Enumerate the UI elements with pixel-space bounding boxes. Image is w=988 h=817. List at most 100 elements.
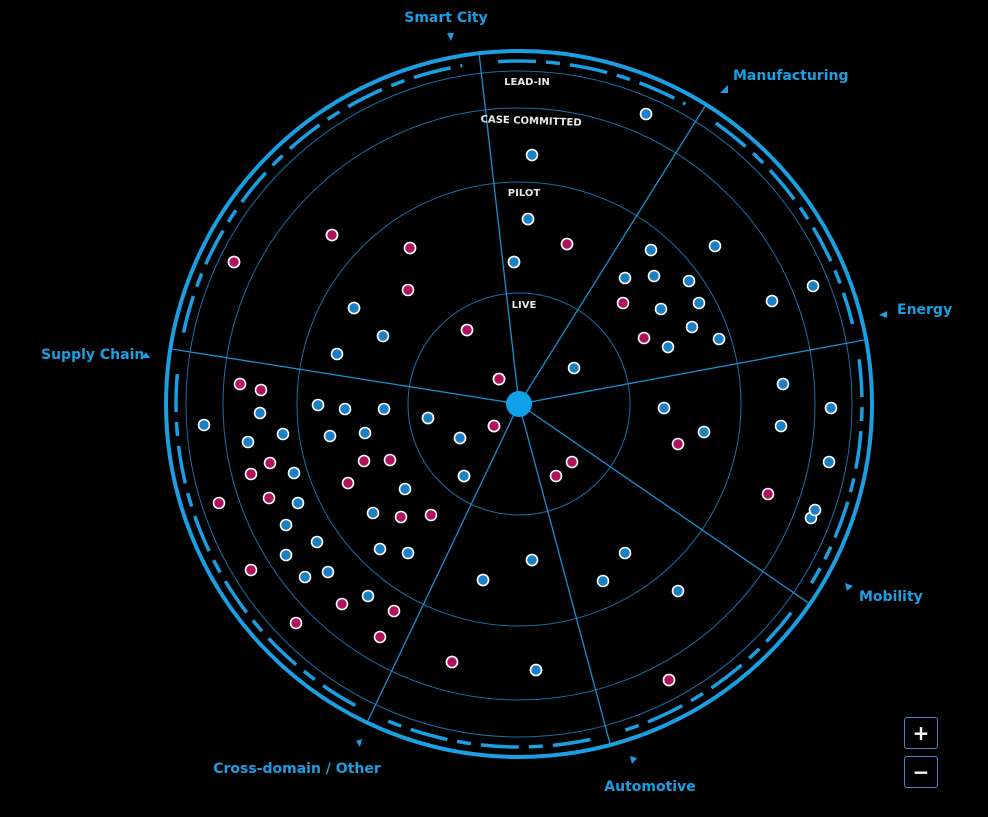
radar-point bbox=[212, 496, 226, 510]
radar-point bbox=[262, 491, 276, 505]
ring-label-lead-in: LEAD-IN bbox=[504, 77, 550, 88]
radar-point bbox=[487, 419, 501, 433]
radar-point bbox=[279, 548, 293, 562]
radar-point bbox=[460, 323, 474, 337]
radar-point bbox=[529, 663, 543, 677]
sector-dashed-arc bbox=[497, 59, 687, 106]
triangle-marker-icon bbox=[720, 85, 728, 93]
zoom-in-button[interactable]: + bbox=[904, 717, 938, 749]
radar-point bbox=[366, 506, 380, 520]
sector-dashed-arc bbox=[387, 719, 591, 749]
radar-point bbox=[765, 294, 779, 308]
radar-point bbox=[341, 476, 355, 490]
radar-point bbox=[424, 508, 438, 522]
radar-point bbox=[276, 427, 290, 441]
ring-label-layer: LIVE PILOT CASE COMMITTED LEAD-IN bbox=[480, 77, 581, 311]
radar-point bbox=[692, 296, 706, 310]
radar-point bbox=[774, 419, 788, 433]
outer-border-ring bbox=[164, 49, 874, 759]
sector-label-layer: Smart City Manufacturing Energy Mobility… bbox=[41, 10, 952, 795]
radar-point bbox=[394, 510, 408, 524]
radar-point bbox=[565, 455, 579, 469]
ring-label-pilot: PILOT bbox=[508, 188, 541, 199]
radar-point bbox=[357, 454, 371, 468]
radar-point bbox=[671, 437, 685, 451]
radar-center-icon bbox=[506, 391, 532, 417]
radar-point bbox=[806, 279, 820, 293]
triangle-marker-icon bbox=[356, 739, 362, 747]
radar-point bbox=[330, 347, 344, 361]
radar-point bbox=[373, 630, 387, 644]
radar-point bbox=[776, 377, 790, 391]
ring-layer bbox=[185, 70, 853, 738]
radar-point bbox=[507, 255, 521, 269]
sector-label-supply-chain[interactable]: Supply Chain bbox=[41, 347, 144, 363]
radar-point bbox=[376, 329, 390, 343]
sector-label-automotive[interactable]: Automotive bbox=[604, 779, 695, 795]
ring-label-live: LIVE bbox=[512, 300, 537, 311]
radar-point bbox=[244, 563, 258, 577]
sector-divider-line bbox=[518, 403, 611, 744]
radar-point bbox=[476, 573, 490, 587]
sector-dashed-arc bbox=[809, 359, 864, 585]
sector-label-cross-domain[interactable]: Cross-domain / Other bbox=[213, 761, 381, 777]
radar-point bbox=[685, 320, 699, 334]
triangle-marker-icon bbox=[845, 583, 853, 591]
radar-point bbox=[712, 332, 726, 346]
radar-point bbox=[457, 469, 471, 483]
radar-point bbox=[373, 542, 387, 556]
radar-point bbox=[445, 655, 459, 669]
radar-point bbox=[616, 296, 630, 310]
radar-point bbox=[639, 107, 653, 121]
ring-circle bbox=[407, 292, 631, 516]
sector-label-smart-city[interactable]: Smart City bbox=[404, 10, 487, 26]
radar-point bbox=[401, 283, 415, 297]
radar-point bbox=[325, 228, 339, 242]
radar-point bbox=[492, 372, 506, 386]
radar-point bbox=[244, 467, 258, 481]
radar-point bbox=[358, 426, 372, 440]
radar-point bbox=[321, 565, 335, 579]
radar-point bbox=[398, 482, 412, 496]
sector-label-manufacturing[interactable]: Manufacturing bbox=[733, 68, 849, 84]
radar-point bbox=[761, 487, 775, 501]
radar-point bbox=[233, 377, 247, 391]
radar-point bbox=[347, 301, 361, 315]
sector-divider-line bbox=[367, 403, 520, 722]
radar-point bbox=[525, 148, 539, 162]
radar-point bbox=[618, 546, 632, 560]
radar-point bbox=[549, 469, 563, 483]
radar-point bbox=[311, 398, 325, 412]
radar-point bbox=[323, 429, 337, 443]
sector-divider-line bbox=[518, 403, 809, 604]
radar-point bbox=[560, 237, 574, 251]
triangle-marker-icon bbox=[447, 33, 454, 41]
radar-point bbox=[654, 302, 668, 316]
radar-point bbox=[697, 425, 711, 439]
radar-point bbox=[403, 241, 417, 255]
sector-divider-line bbox=[518, 339, 865, 405]
radar-point bbox=[453, 431, 467, 445]
sector-divider-layer bbox=[172, 55, 865, 744]
sector-divider-line bbox=[478, 55, 520, 405]
sector-label-mobility[interactable]: Mobility bbox=[859, 589, 923, 605]
ring-circle bbox=[185, 70, 853, 738]
radar-point bbox=[662, 673, 676, 687]
radar-point bbox=[708, 239, 722, 253]
radar-point bbox=[824, 401, 838, 415]
radar-point bbox=[822, 455, 836, 469]
radar-point bbox=[682, 274, 696, 288]
ring-label-case-committed: CASE COMMITTED bbox=[480, 114, 581, 129]
sector-label-energy[interactable]: Energy bbox=[897, 302, 952, 318]
triangle-marker-icon bbox=[879, 311, 887, 318]
radar-point bbox=[657, 401, 671, 415]
radar-point bbox=[808, 503, 822, 517]
radar-point bbox=[383, 453, 397, 467]
radar-point bbox=[227, 255, 241, 269]
triangle-marker-icon bbox=[142, 352, 150, 358]
radar-point bbox=[671, 584, 685, 598]
ring-circle bbox=[296, 181, 742, 627]
zoom-out-button[interactable]: − bbox=[904, 756, 938, 788]
radar-point bbox=[289, 616, 303, 630]
sector-dashed-arc bbox=[181, 63, 463, 334]
